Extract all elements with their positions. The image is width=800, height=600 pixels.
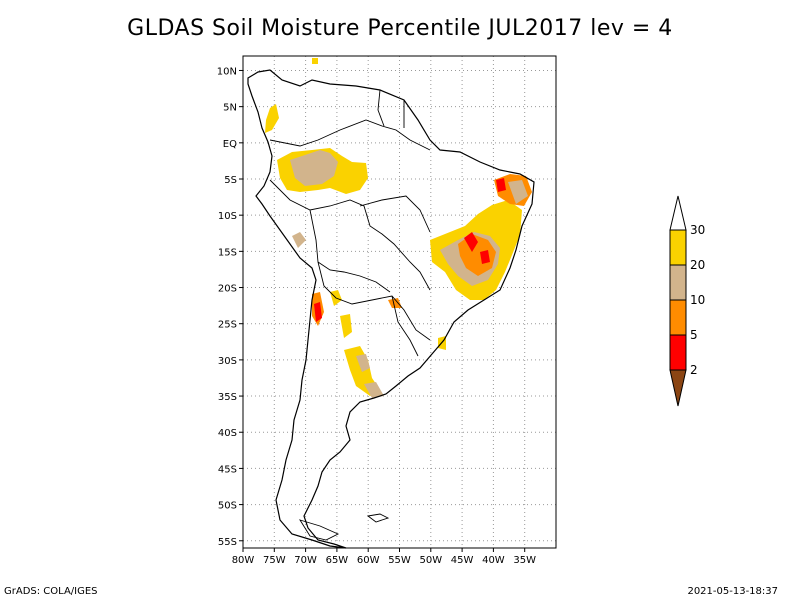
tierra-del-fuego xyxy=(298,519,340,541)
colorbar-bin-5-10 xyxy=(669,299,687,336)
shade-north-yellow xyxy=(312,58,318,64)
lat-tick-label: 55S xyxy=(218,537,237,548)
colorbar-top-arrow xyxy=(669,195,687,231)
coastline xyxy=(247,69,535,549)
continent-outline xyxy=(247,69,535,549)
colorbar-bottom-arrow xyxy=(669,369,687,407)
lat-tick-label: 50S xyxy=(218,501,237,512)
shade-peru-tan xyxy=(292,232,306,248)
colorbar-bin-10-20 xyxy=(669,264,687,301)
map-title: GLDAS Soil Moisture Percentile JUL2017 l… xyxy=(127,16,673,41)
country-borders xyxy=(269,89,431,357)
colorbar-label-20: 20 xyxy=(690,258,705,272)
colorbar-label-5: 5 xyxy=(690,328,698,342)
lon-tick-label: 50W xyxy=(419,555,442,566)
percentile-shading xyxy=(265,58,532,398)
lon-tick-label: 55W xyxy=(388,555,411,566)
lon-tick-label: 75W xyxy=(263,555,286,566)
lat-tick-label: 20S xyxy=(218,284,237,295)
lon-tick-label: 45W xyxy=(451,555,474,566)
graticule xyxy=(242,56,556,548)
shade-argentina-yellow xyxy=(330,290,380,396)
lon-tick-label: 70W xyxy=(294,555,317,566)
lat-tick-label: 5S xyxy=(224,175,237,186)
shade-ne-brazil-red xyxy=(496,178,506,192)
lon-tick-label: 40W xyxy=(482,555,505,566)
timestamp: 2021-05-13-18:37 xyxy=(687,586,778,597)
lat-tick-label: 15S xyxy=(218,247,237,258)
lon-tick-label: 65W xyxy=(326,555,349,566)
shade-amazon-tan xyxy=(290,150,338,186)
lat-tick-label: 45S xyxy=(218,464,237,475)
shade-chile-red xyxy=(314,302,322,322)
colorbar-bin-20-30 xyxy=(669,229,687,266)
colorbar-bin-2-5 xyxy=(669,334,687,371)
lat-tick-label: 10N xyxy=(217,66,237,77)
grads-credit: GrADS: COLA/IGES xyxy=(4,586,98,597)
lat-tick-label: 35S xyxy=(218,392,237,403)
latitude-axis: 10N 5N EQ 5S 10S 15S 20S 25S 30S 35S 40S 45S 50S 55S xyxy=(217,66,243,548)
shade-brazil-east-red xyxy=(464,232,490,264)
shade-argentina-tan xyxy=(356,354,384,398)
shade-paraguay-orange xyxy=(388,298,402,308)
lon-tick-label: 80W xyxy=(232,555,255,566)
lat-tick-label: 5N xyxy=(223,103,237,114)
lat-tick-label: 40S xyxy=(218,428,237,439)
shade-nw-yellow xyxy=(265,104,279,133)
colorbar-label-30: 30 xyxy=(690,223,705,237)
lon-tick-label: 60W xyxy=(357,555,380,566)
lon-tick-label: 35W xyxy=(513,555,536,566)
colorbar-label-2: 2 xyxy=(690,363,698,377)
shade-brazil-east-orange xyxy=(458,234,496,276)
falklands xyxy=(366,513,390,523)
lat-tick-label: EQ xyxy=(223,139,237,150)
colorbar-label-10: 10 xyxy=(690,293,705,307)
shade-ne-brazil-tan xyxy=(508,180,528,204)
colorbar: 30 20 10 5 2 xyxy=(669,195,705,407)
lat-tick-label: 30S xyxy=(218,356,237,367)
lat-tick-label: 10S xyxy=(218,211,237,222)
lat-tick-label: 25S xyxy=(218,320,237,331)
longitude-axis: 80W 75W 70W 65W 60W 55W 50W 45W 40W 35W xyxy=(232,548,536,566)
